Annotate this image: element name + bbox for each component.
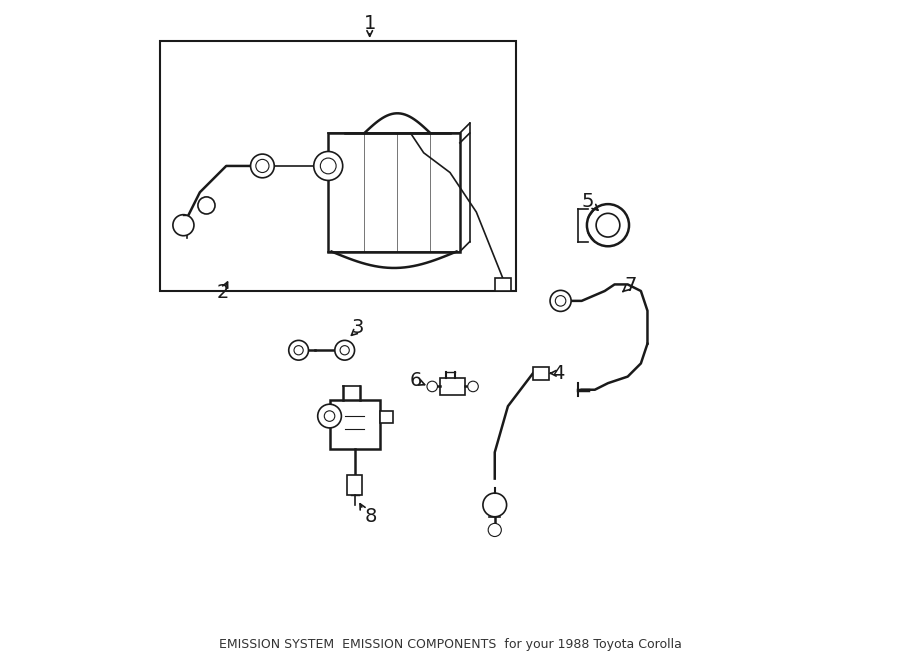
Bar: [380, 410, 392, 422]
Bar: [328, 133, 460, 252]
Circle shape: [318, 405, 341, 428]
Bar: [160, 41, 516, 291]
Circle shape: [250, 154, 274, 178]
Circle shape: [335, 340, 355, 360]
Text: 7: 7: [625, 276, 637, 295]
Text: 2: 2: [217, 283, 230, 302]
Bar: [440, 378, 465, 395]
Circle shape: [483, 493, 507, 517]
Circle shape: [314, 151, 343, 180]
Circle shape: [488, 524, 501, 537]
Text: 8: 8: [364, 506, 377, 525]
Circle shape: [427, 381, 437, 392]
Circle shape: [289, 340, 309, 360]
Text: EMISSION SYSTEM  EMISSION COMPONENTS  for your 1988 Toyota Corolla: EMISSION SYSTEM EMISSION COMPONENTS for …: [219, 638, 681, 651]
Text: 3: 3: [352, 318, 364, 336]
Circle shape: [320, 158, 336, 174]
Circle shape: [340, 346, 349, 355]
Circle shape: [256, 159, 269, 173]
Bar: [346, 475, 363, 495]
Circle shape: [198, 197, 215, 214]
Circle shape: [468, 381, 478, 392]
Circle shape: [324, 410, 335, 421]
Text: 6: 6: [410, 371, 422, 390]
Circle shape: [555, 295, 566, 306]
Bar: [495, 278, 511, 291]
Circle shape: [596, 214, 620, 237]
Circle shape: [294, 346, 303, 355]
Circle shape: [550, 290, 572, 311]
Text: 5: 5: [582, 192, 595, 211]
Circle shape: [173, 215, 194, 236]
Bar: [533, 367, 549, 380]
Circle shape: [587, 204, 629, 247]
Bar: [329, 400, 380, 449]
Text: 1: 1: [364, 14, 376, 32]
Text: 4: 4: [553, 364, 565, 383]
